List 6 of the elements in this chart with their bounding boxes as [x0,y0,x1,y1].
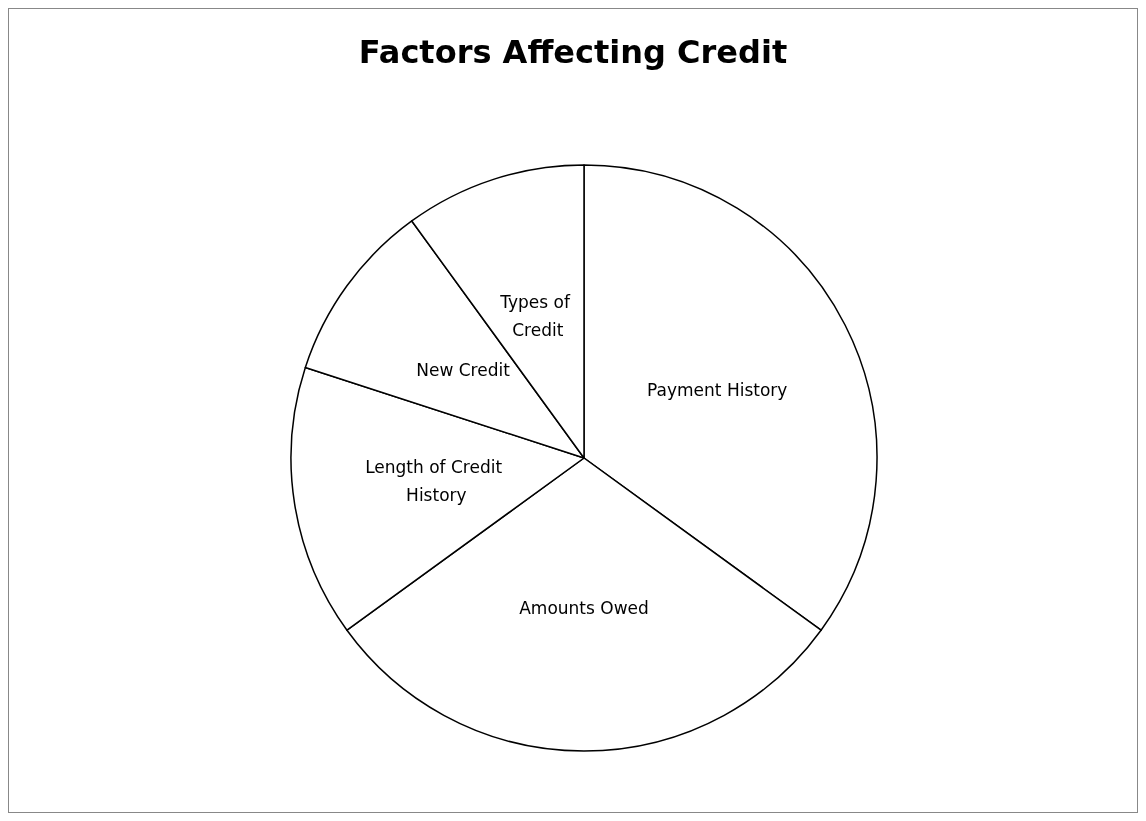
slice-label: Payment History [647,380,788,401]
slice-label: Length of Credit History [365,457,508,506]
slice-label: New Credit [416,360,511,381]
slice-label: Amounts Owed [519,597,649,618]
slice-label: Types of Credit [499,291,576,340]
chart-title: Factors Affecting Credit [358,33,788,71]
